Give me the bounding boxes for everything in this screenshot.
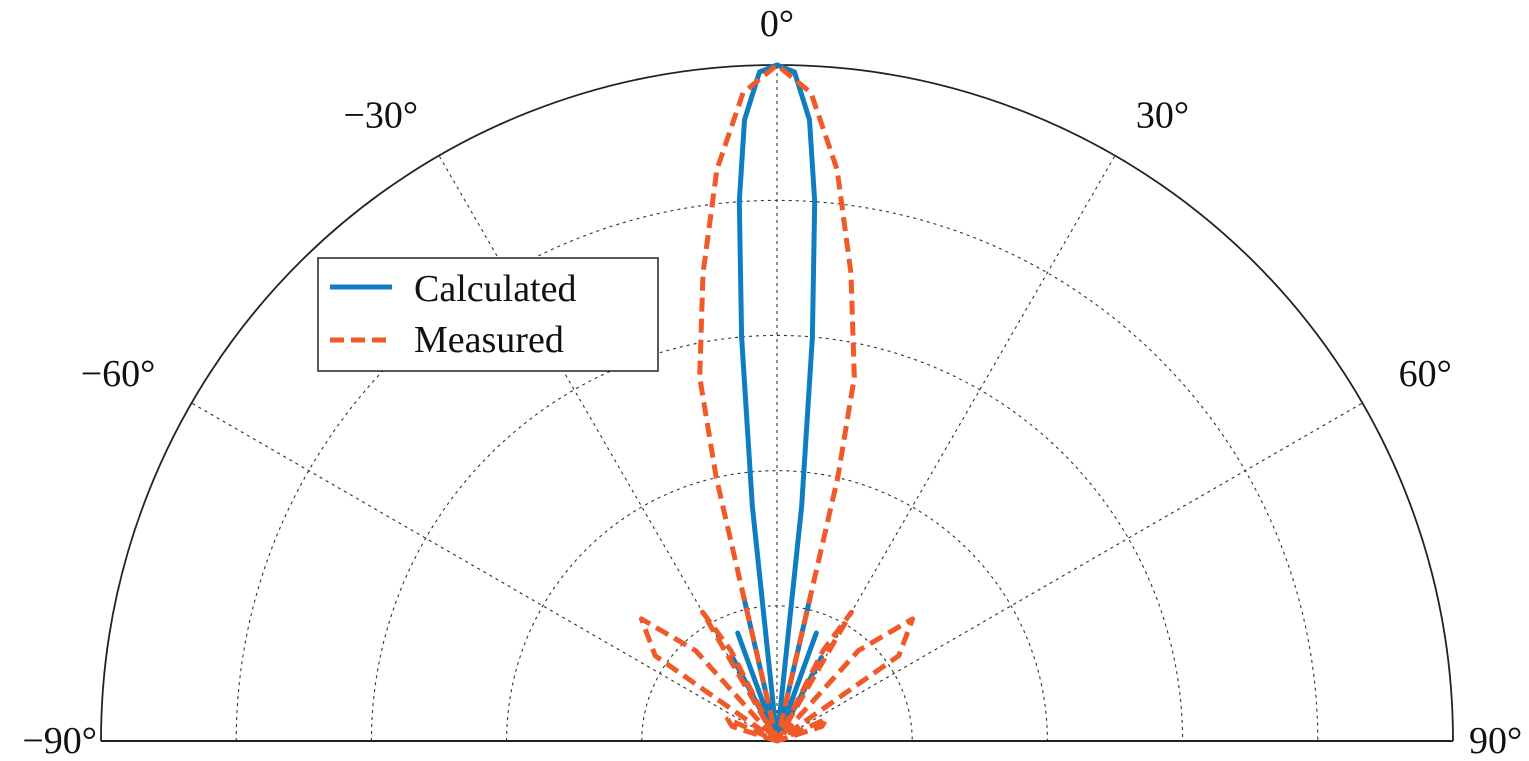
angle-tick-label: −90° — [22, 720, 97, 761]
angle-tick-labels: −90° −60° −30° 0° 30° 60° 90° — [22, 3, 1522, 761]
angle-tick-label: −60° — [81, 353, 156, 395]
legend: Calculated Measured — [317, 257, 659, 372]
grid-spoke — [191, 402, 778, 742]
angle-tick-label: 60° — [1399, 353, 1452, 395]
grid-spoke — [776, 155, 1116, 742]
legend-label-calculated: Calculated — [414, 268, 576, 310]
legend-label-measured: Measured — [414, 319, 564, 361]
series-line-measured — [638, 62, 916, 744]
grid-ring — [506, 470, 1048, 742]
angle-tick-label: 30° — [1136, 95, 1189, 137]
angle-tick-label: 0° — [760, 3, 794, 45]
grid-ring — [370, 334, 1184, 742]
grid-spoke — [438, 155, 778, 742]
angle-tick-label: −30° — [343, 95, 418, 137]
grid-spoke — [776, 402, 1363, 742]
angle-tick-label: 90° — [1469, 720, 1522, 761]
polar-grid — [100, 64, 1454, 742]
series-group — [638, 62, 916, 744]
legend-box — [317, 257, 659, 372]
